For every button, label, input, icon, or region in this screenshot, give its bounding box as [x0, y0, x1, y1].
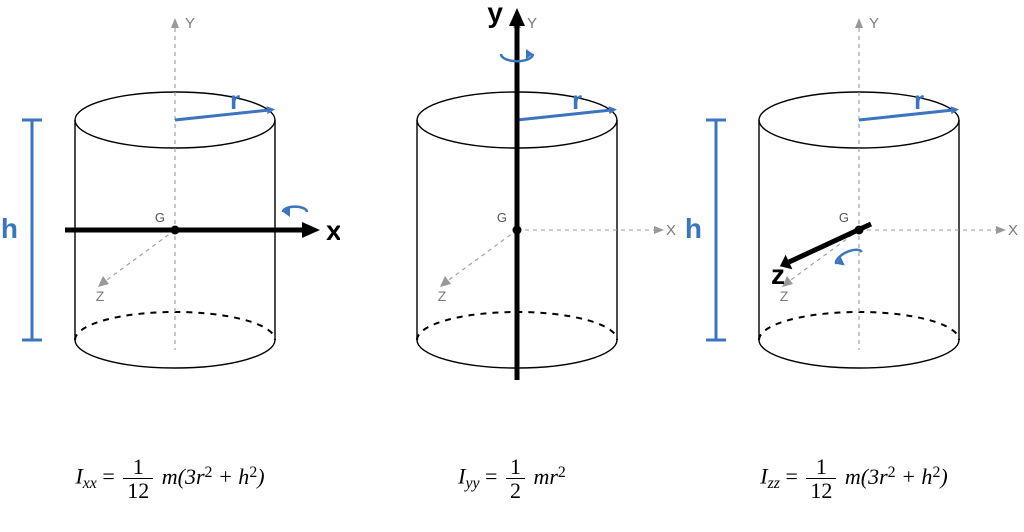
svg-text:Y: Y: [869, 15, 879, 32]
svg-text:z: z: [771, 259, 785, 290]
svg-text:r: r: [230, 85, 240, 115]
svg-text:x: x: [326, 215, 340, 246]
svg-text:r: r: [914, 85, 924, 115]
svg-text:G: G: [497, 210, 507, 225]
panel-izz: Y X Zr h z G Izz = 112 m(3r2 + h2): [684, 0, 1024, 532]
svg-text:X: X: [666, 222, 676, 239]
diagram-izz: Y X Zr h z G: [684, 0, 1024, 430]
svg-text:r: r: [572, 85, 582, 115]
panel-ixx: Y Zr h x G Ixx = 112 m(3r2 + h2): [0, 0, 340, 532]
svg-text:Z: Z: [780, 288, 789, 304]
formula-izz: Izz = 112 m(3r2 + h2): [684, 455, 1024, 502]
svg-text:y: y: [487, 0, 503, 28]
diagram-iyy: Y X Zr y G: [342, 0, 682, 430]
svg-text:Y: Y: [527, 15, 537, 32]
svg-text:G: G: [839, 210, 849, 225]
formula-iyy: Iyy = 12 mr2: [342, 455, 682, 502]
formula-ixx: Ixx = 112 m(3r2 + h2): [0, 455, 340, 502]
svg-text:G: G: [155, 210, 165, 225]
diagram-ixx: Y Zr h x G: [0, 0, 340, 430]
svg-text:X: X: [1008, 222, 1018, 239]
svg-text:h: h: [685, 213, 702, 244]
svg-text:h: h: [1, 213, 18, 244]
svg-text:Z: Z: [96, 288, 105, 304]
svg-text:Y: Y: [185, 15, 195, 32]
panel-iyy: Y X Zr y G Iyy = 12 mr2: [342, 0, 682, 532]
svg-text:Z: Z: [438, 288, 447, 304]
